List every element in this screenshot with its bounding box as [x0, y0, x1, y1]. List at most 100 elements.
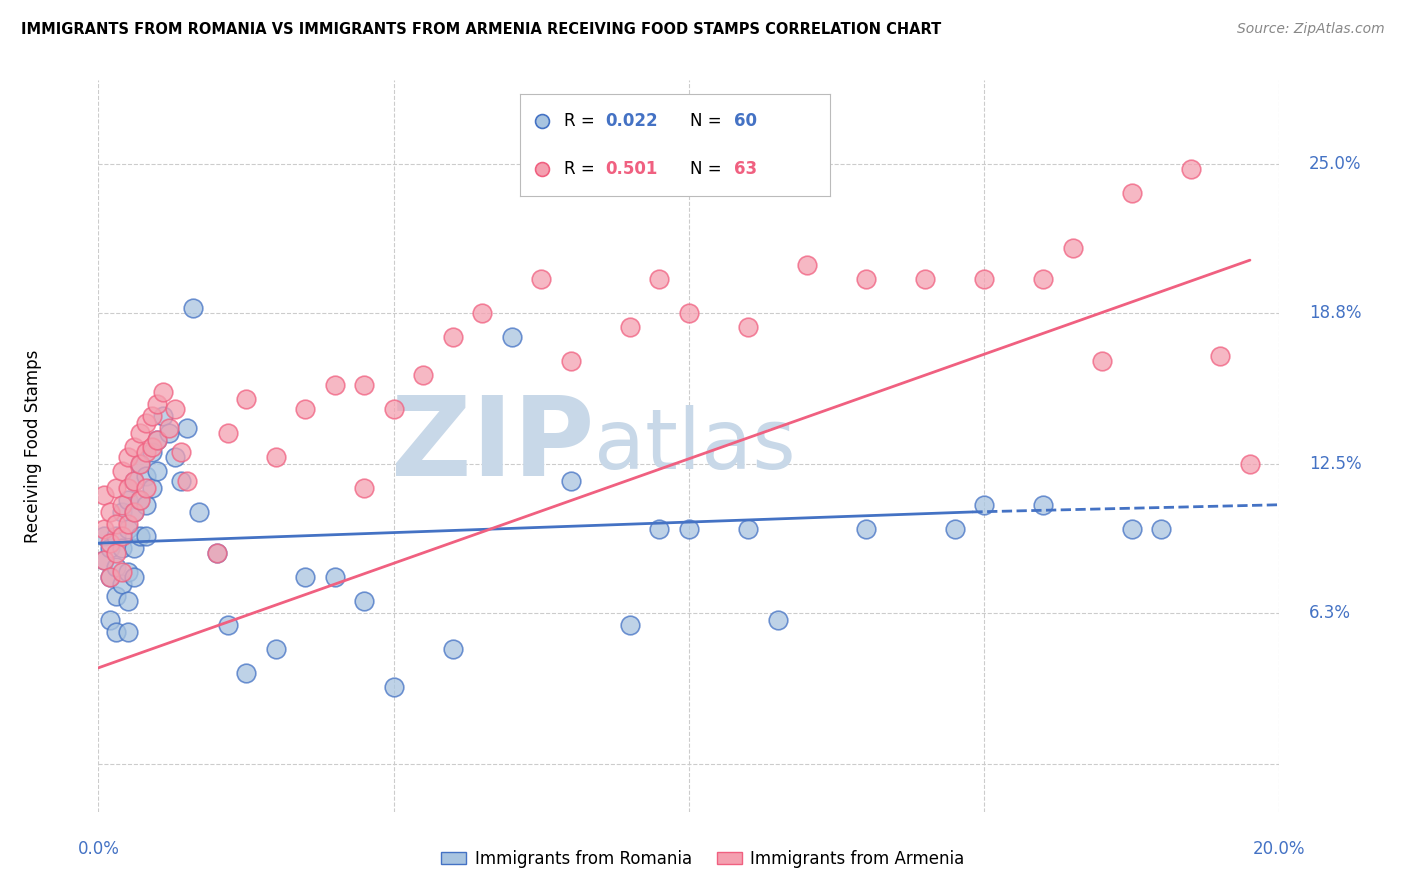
Point: [111, 505, 134, 519]
Text: N =: N =: [690, 112, 727, 130]
Point: [141, 409, 163, 423]
Point: [122, 505, 145, 519]
Point: [135, 529, 157, 543]
Point: [128, 492, 150, 507]
Point: [264, 450, 287, 464]
Point: [93, 488, 115, 502]
Point: [135, 445, 157, 459]
Point: [1239, 457, 1261, 471]
Point: [264, 641, 287, 656]
Point: [619, 320, 641, 334]
Point: [323, 377, 346, 392]
Point: [323, 570, 346, 584]
Point: [1091, 354, 1114, 368]
Point: [111, 529, 134, 543]
Point: [105, 529, 128, 543]
Point: [141, 445, 163, 459]
Point: [530, 272, 553, 286]
Point: [187, 505, 209, 519]
Point: [105, 624, 128, 639]
Text: R =: R =: [564, 160, 599, 178]
Point: [943, 522, 966, 536]
Point: [176, 421, 198, 435]
Point: [1209, 349, 1232, 363]
Point: [1032, 272, 1054, 286]
Point: [855, 272, 877, 286]
Point: [412, 368, 434, 383]
Point: [619, 617, 641, 632]
Point: [1032, 498, 1054, 512]
Text: 6.3%: 6.3%: [1309, 604, 1351, 622]
Text: 0.022: 0.022: [606, 112, 658, 130]
Point: [217, 425, 239, 440]
Legend: Immigrants from Romania, Immigrants from Armenia: Immigrants from Romania, Immigrants from…: [434, 844, 972, 875]
Point: [1062, 241, 1084, 255]
Point: [382, 401, 405, 416]
Point: [146, 397, 169, 411]
Point: [98, 536, 121, 550]
Point: [98, 570, 121, 584]
Point: [648, 522, 671, 536]
Text: R =: R =: [564, 112, 599, 130]
Point: [501, 330, 523, 344]
Text: 20.0%: 20.0%: [1253, 840, 1306, 858]
Point: [93, 553, 115, 567]
Point: [135, 416, 157, 430]
Point: [152, 409, 174, 423]
Point: [105, 589, 128, 603]
Point: [122, 474, 145, 488]
Point: [1180, 161, 1202, 176]
Point: [353, 593, 375, 607]
Point: [135, 498, 157, 512]
Point: [117, 450, 139, 464]
Point: [353, 377, 375, 392]
Point: [98, 570, 121, 584]
Point: [1150, 522, 1173, 536]
Point: [122, 505, 145, 519]
Point: [181, 301, 204, 315]
Point: [128, 492, 150, 507]
Point: [117, 565, 139, 579]
Point: [560, 474, 582, 488]
Point: [128, 457, 150, 471]
Point: [122, 570, 145, 584]
Point: [1121, 522, 1143, 536]
Text: Receiving Food Stamps: Receiving Food Stamps: [24, 350, 42, 542]
Point: [93, 553, 115, 567]
Point: [235, 665, 257, 680]
Point: [1121, 186, 1143, 200]
Point: [105, 546, 128, 560]
Point: [648, 272, 671, 286]
Point: [122, 440, 145, 454]
Point: [766, 613, 789, 627]
Point: [471, 306, 494, 320]
Point: [98, 541, 121, 555]
Point: [973, 272, 995, 286]
Point: [170, 445, 193, 459]
Point: [105, 516, 128, 531]
Point: [294, 401, 316, 416]
Point: [441, 330, 464, 344]
Text: ZIP: ZIP: [391, 392, 595, 500]
Point: [117, 492, 139, 507]
Text: 18.8%: 18.8%: [1309, 304, 1361, 322]
Point: [111, 464, 134, 478]
Point: [117, 516, 139, 531]
Point: [205, 546, 228, 560]
Point: [122, 541, 145, 555]
Point: [165, 401, 187, 416]
Point: [205, 546, 228, 560]
Text: 0.501: 0.501: [606, 160, 658, 178]
Point: [98, 613, 121, 627]
Point: [217, 617, 239, 632]
Point: [441, 641, 464, 656]
Point: [105, 560, 128, 574]
Text: 0.0%: 0.0%: [77, 840, 120, 858]
Point: [117, 624, 139, 639]
Point: [111, 541, 134, 555]
Point: [146, 464, 169, 478]
Point: [678, 306, 700, 320]
Point: [111, 577, 134, 591]
Point: [111, 565, 134, 579]
Text: IMMIGRANTS FROM ROMANIA VS IMMIGRANTS FROM ARMENIA RECEIVING FOOD STAMPS CORRELA: IMMIGRANTS FROM ROMANIA VS IMMIGRANTS FR…: [21, 22, 942, 37]
